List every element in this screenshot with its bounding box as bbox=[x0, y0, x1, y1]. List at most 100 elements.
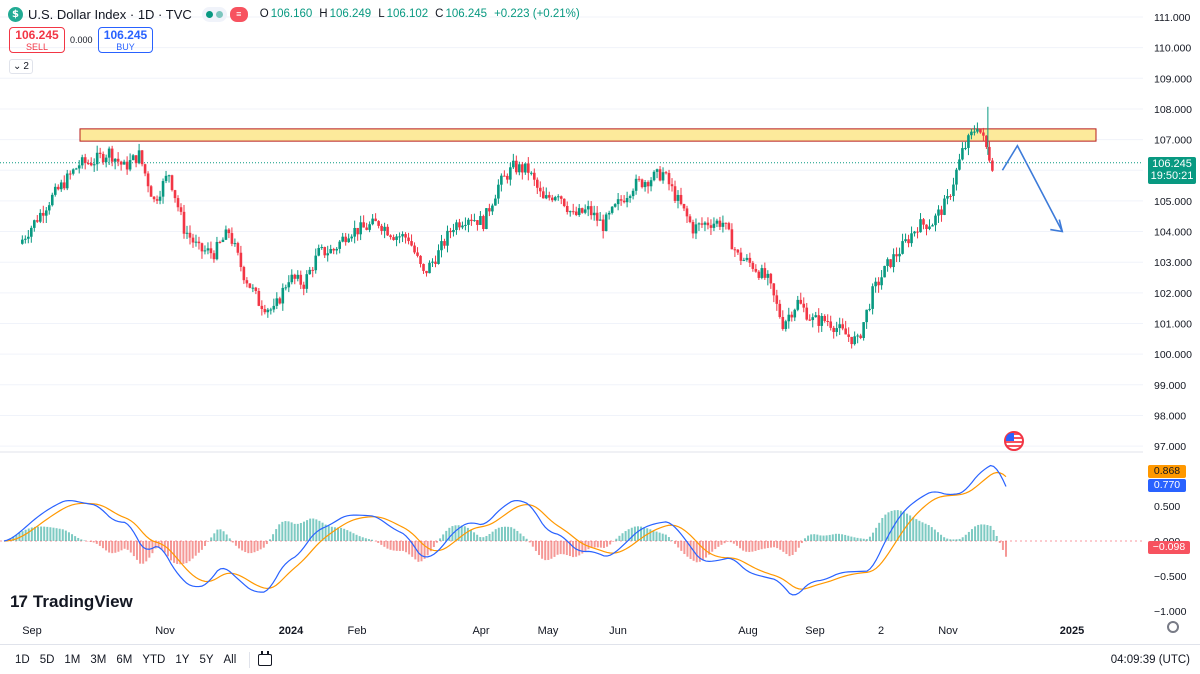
candle-body bbox=[368, 224, 371, 230]
macd-histogram-bar bbox=[27, 528, 30, 541]
candle-body bbox=[610, 206, 614, 213]
candle-body bbox=[979, 129, 982, 133]
macd-histogram-bar bbox=[160, 541, 163, 550]
candle-body bbox=[541, 191, 545, 199]
macd-histogram-bar bbox=[259, 541, 262, 550]
macd-histogram-bar bbox=[936, 532, 939, 541]
range-5d-button[interactable]: 5D bbox=[39, 653, 55, 666]
macd-histogram-bar bbox=[708, 541, 711, 555]
macd-histogram-bar bbox=[822, 535, 825, 541]
macd-histogram-bar bbox=[946, 538, 949, 541]
macd-histogram-bar bbox=[302, 521, 305, 541]
candle-body bbox=[946, 196, 949, 199]
range-3m-button[interactable]: 3M bbox=[90, 653, 107, 666]
symbol-legend[interactable]: $ U.S. Dollar Index · 1D · TVC ≡ O 106.16… bbox=[8, 5, 585, 23]
macd-histogram-bar bbox=[553, 541, 556, 557]
range-1y-button[interactable]: 1Y bbox=[175, 653, 190, 666]
macd-histogram-bar bbox=[281, 521, 284, 541]
candle-body bbox=[739, 252, 743, 261]
macd-histogram-bar bbox=[485, 535, 488, 541]
macd-histogram-bar bbox=[943, 537, 946, 541]
range-1d-button[interactable]: 1D bbox=[15, 653, 30, 666]
bar-countdown: 19:50:21 bbox=[1150, 169, 1194, 182]
macd-histogram-bar bbox=[587, 541, 590, 550]
candle-body bbox=[518, 164, 521, 173]
market-status-pill[interactable] bbox=[201, 6, 227, 22]
candle-body bbox=[461, 225, 464, 228]
us-flag-event-icon[interactable] bbox=[1004, 431, 1024, 451]
forecast-arrow bbox=[1001, 144, 1064, 233]
macd-histogram-bar bbox=[732, 541, 735, 544]
candle-body bbox=[239, 252, 243, 268]
sell-button[interactable]: 106.245 SELL bbox=[9, 27, 65, 53]
range-6m-button[interactable]: 6M bbox=[116, 653, 133, 666]
candle-body bbox=[676, 194, 680, 201]
macd-histogram-bar bbox=[327, 525, 330, 541]
tradingview-logo[interactable]: 17 TradingView bbox=[10, 592, 133, 612]
candle-body bbox=[562, 198, 566, 206]
macd-histogram-bar bbox=[318, 520, 321, 541]
candle-body bbox=[83, 157, 87, 163]
candle-body bbox=[718, 220, 722, 227]
range-ytd-button[interactable]: YTD bbox=[142, 653, 166, 666]
candle-body bbox=[479, 216, 482, 225]
candle-body bbox=[65, 173, 69, 189]
macd-histogram-bar bbox=[884, 514, 887, 541]
candle-body bbox=[260, 305, 264, 310]
macd-histogram-bar bbox=[312, 518, 315, 541]
macd-histogram-bar bbox=[636, 526, 639, 541]
flag-menu-icon[interactable]: ≡ bbox=[229, 6, 248, 22]
candle-body bbox=[296, 274, 300, 279]
macd-histogram-bar bbox=[865, 539, 868, 541]
macd-histogram-bar bbox=[92, 541, 95, 543]
macd-histogram-bar bbox=[142, 541, 145, 564]
candle-body bbox=[50, 194, 54, 206]
candle-body bbox=[56, 186, 60, 190]
candle-body bbox=[212, 253, 216, 260]
grid bbox=[0, 16, 1143, 453]
range-5y-button[interactable]: 5Y bbox=[199, 653, 214, 666]
candle-body bbox=[41, 212, 45, 216]
calendar-icon[interactable] bbox=[258, 650, 273, 666]
candle-body bbox=[170, 175, 174, 191]
utc-clock[interactable]: 04:09:39 (UTC) bbox=[1110, 654, 1190, 666]
candle-body bbox=[838, 324, 841, 329]
candle-body bbox=[823, 315, 827, 322]
buy-button[interactable]: 106.245 BUY bbox=[98, 27, 153, 53]
macd-histogram-bar bbox=[652, 530, 655, 541]
candle-body bbox=[748, 257, 752, 263]
indicators-collapse-button[interactable]: ⌄ 2 bbox=[9, 59, 33, 74]
macd-histogram-bar bbox=[377, 541, 380, 543]
macd-histogram-bar bbox=[998, 541, 1001, 543]
macd-histogram-bar bbox=[253, 541, 256, 553]
gear-icon[interactable] bbox=[1167, 621, 1179, 633]
candle-body bbox=[811, 317, 815, 321]
macd-histogram-bar bbox=[120, 541, 123, 551]
macd-histogram-bar bbox=[40, 526, 43, 541]
macd-histogram-bar bbox=[958, 538, 961, 541]
macd-histogram-bar bbox=[411, 541, 414, 557]
candle-body bbox=[221, 239, 225, 242]
indicator-axis-label: −0.500 bbox=[1154, 571, 1187, 583]
macd-histogram-bar bbox=[745, 541, 748, 552]
candle-body bbox=[559, 196, 563, 199]
macd-histogram-bar bbox=[275, 529, 278, 541]
candle-body bbox=[730, 229, 734, 250]
candle-body bbox=[167, 175, 171, 177]
candle-body bbox=[808, 319, 812, 321]
range-all-button[interactable]: All bbox=[223, 653, 237, 666]
candle-body bbox=[991, 160, 994, 171]
macd-histogram-bar bbox=[299, 522, 302, 541]
candle-body bbox=[688, 216, 692, 223]
candle-body bbox=[191, 237, 195, 243]
symbol-title[interactable]: U.S. Dollar Index · 1D · TVC bbox=[28, 6, 192, 22]
range-1m-button[interactable]: 1M bbox=[64, 653, 81, 666]
time-axis-label: Feb bbox=[348, 625, 367, 637]
macd-histogram-bar bbox=[977, 524, 980, 541]
macd-histogram-bar bbox=[71, 534, 74, 541]
macd-histogram-bar bbox=[324, 524, 327, 541]
spread-value: 0.000 bbox=[70, 35, 93, 45]
candle-body bbox=[206, 248, 210, 251]
candle-body bbox=[500, 175, 503, 185]
